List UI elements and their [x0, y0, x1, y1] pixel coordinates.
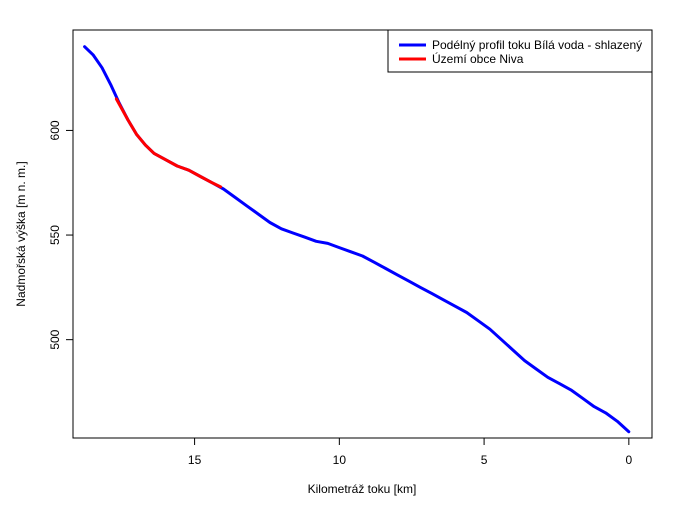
y-tick-label: 550	[48, 225, 62, 245]
y-tick-label: 500	[48, 329, 62, 349]
legend-box	[387, 29, 653, 73]
series-layer	[83, 45, 631, 434]
x-tick-label: 5	[481, 453, 488, 467]
x-axis-title: Kilometráž toku [km]	[308, 482, 417, 496]
x-tick-label: 15	[188, 453, 202, 467]
y-axis: 500 550 600	[48, 120, 73, 350]
x-tick-label: 0	[625, 453, 632, 467]
y-axis-title: Nadmořská výška [m n. m.]	[14, 161, 28, 306]
series-line-profile	[83, 45, 631, 434]
legend: Podélný profil toku Bílá voda - shlazený…	[387, 29, 653, 73]
legend-label-niva: Území obce Niva	[432, 51, 524, 66]
plot-frame	[72, 29, 653, 439]
x-axis: 15 10 5 0	[188, 438, 632, 467]
series-line-niva	[114, 97, 223, 189]
x-tick-label: 10	[333, 453, 347, 467]
y-tick-label: 600	[48, 120, 62, 140]
legend-label-profile: Podélný profil toku Bílá voda - shlazený	[432, 38, 642, 52]
